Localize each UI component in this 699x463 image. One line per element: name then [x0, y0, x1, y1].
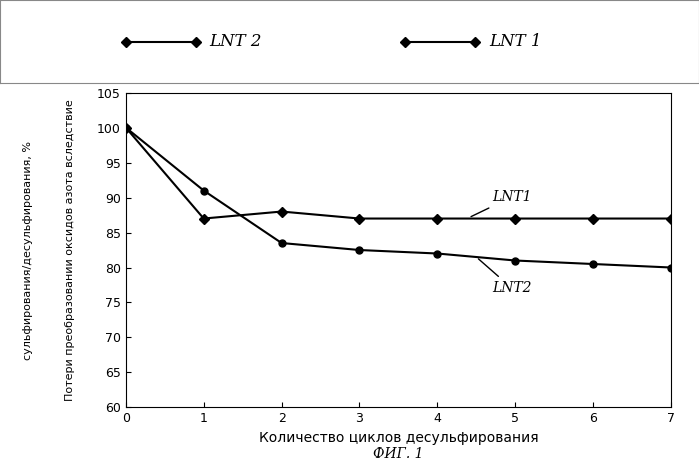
Text: сульфирования/десульфирования, %: сульфирования/десульфирования, %	[23, 140, 33, 360]
Text: Потери преобразовании оксидов азота вследствие: Потери преобразовании оксидов азота всле…	[65, 99, 75, 401]
Text: LNT 2: LNT 2	[210, 33, 262, 50]
Text: LNT2: LNT2	[478, 259, 531, 295]
Text: ФИГ. 1: ФИГ. 1	[373, 447, 424, 461]
Text: LNT 1: LNT 1	[489, 33, 542, 50]
X-axis label: Количество циклов десульфирования: Количество циклов десульфирования	[259, 431, 538, 445]
Text: LNT1: LNT1	[471, 190, 531, 217]
